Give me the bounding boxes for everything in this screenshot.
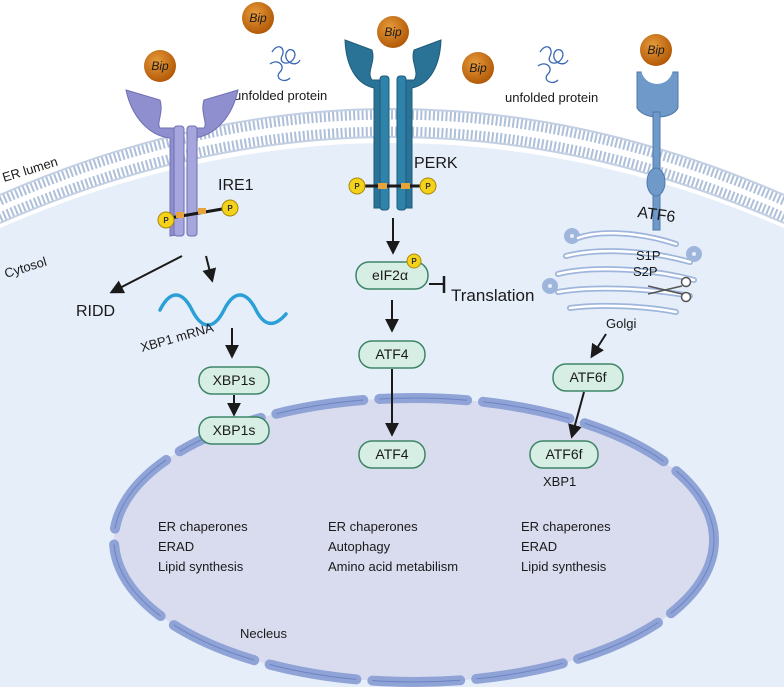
target-gene: ER chaperones [521,519,611,534]
target-gene: ERAD [158,539,194,554]
svg-text:Bip: Bip [151,59,169,73]
ire1-label: IRE1 [218,177,254,194]
svg-text:Bip: Bip [647,43,665,57]
svg-text:P: P [163,216,169,225]
translation-label: Translation [451,286,534,305]
target-gene: Autophagy [328,539,391,554]
unfolded-protein-icon-1 [270,47,300,81]
svg-text:Bip: Bip [249,11,267,25]
bip-ire1: Bip [144,50,176,82]
target-gene: Lipid synthesis [158,559,244,574]
er-lumen-label: ER lumen [0,154,59,185]
ridd-label: RIDD [76,303,115,320]
perk-label: PERK [414,155,458,172]
atf6f-nuc-label: ATF6f [545,446,582,462]
unfolded-protein-label-1: unfolded protein [234,88,327,103]
target-gene: ER chaperones [158,519,248,534]
xbp1s-nuc-label: XBP1s [213,422,256,438]
svg-text:P: P [227,204,233,213]
bip-perk: Bip [377,16,409,48]
svg-text:Bip: Bip [469,61,487,75]
target-gene: ERAD [521,539,557,554]
golgi-label: Golgi [606,316,636,331]
s2p-label: S2P [633,264,658,279]
xbp1-nuc-label: XBP1 [543,474,576,489]
eif2a-label: eIF2α [372,267,408,283]
svg-text:P: P [425,182,431,191]
atf6f-cyto-label: ATF6f [569,369,606,385]
xbp1s-cyto-label: XBP1s [213,372,256,388]
target-gene: Lipid synthesis [521,559,607,574]
bip-free-2: Bip [462,52,494,84]
target-gene: ER chaperones [328,519,418,534]
unfolded-protein-label-2: unfolded protein [505,90,598,105]
bip-atf6: Bip [640,34,672,66]
target-gene: Amino acid metabilism [328,559,458,574]
unfolded-protein-icon-2 [538,47,568,83]
svg-text:Bip: Bip [384,25,402,39]
svg-text:P: P [411,257,417,266]
svg-text:P: P [354,182,360,191]
s1p-label: S1P [636,248,661,263]
bip-free-1: Bip [242,2,274,34]
nucleus-label: Necleus [240,626,287,641]
atf4-nuc-label: ATF4 [375,446,408,462]
atf4-cyto-label: ATF4 [375,346,408,362]
